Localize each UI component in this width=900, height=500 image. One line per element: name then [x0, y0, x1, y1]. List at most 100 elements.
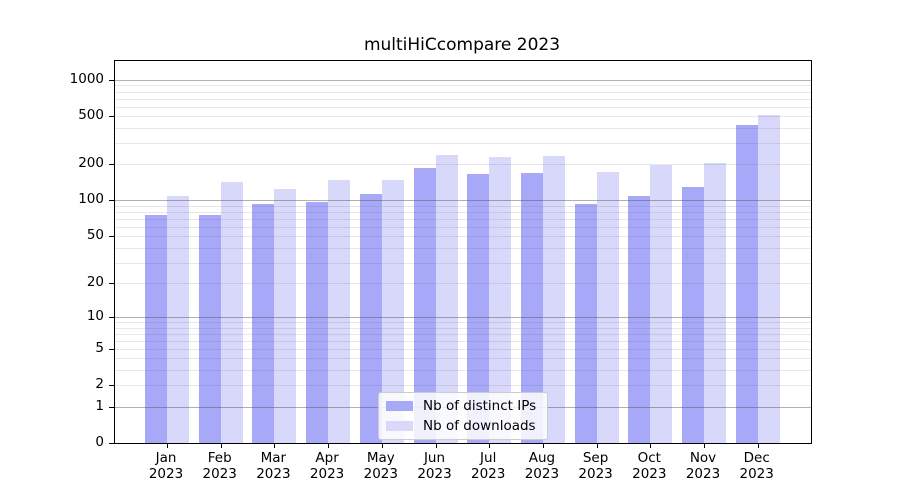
x-tick-label: Mar 2023: [238, 450, 308, 482]
x-tick: [220, 444, 222, 448]
x-tick-label: Jul 2023: [453, 450, 523, 482]
bar-downloads: [328, 179, 351, 443]
x-tick-label: Nov 2023: [668, 450, 738, 482]
bar-distinct-ips: [467, 174, 490, 443]
gridline-major: [115, 200, 811, 202]
gridline-minor: [115, 212, 811, 214]
bar-downloads: [489, 157, 512, 443]
gridline-minor: [115, 247, 811, 249]
gridline-minor: [115, 385, 811, 387]
gridline-minor: [115, 262, 811, 264]
y-tick-label: 20: [86, 274, 104, 290]
x-tick: [704, 444, 705, 448]
gridline-minor: [115, 98, 811, 100]
y-tick-label: 10: [86, 307, 104, 324]
gridline-minor: [115, 128, 811, 130]
gridline-minor: [115, 327, 811, 329]
x-tick-label: Dec 2023: [722, 450, 792, 482]
gridline-minor: [115, 106, 811, 108]
x-tick: [435, 444, 437, 448]
x-tick-month: Oct: [637, 450, 661, 466]
x-tick-year: 2023: [148, 466, 184, 482]
y-tick: [109, 164, 114, 166]
bar-distinct-ips: [682, 187, 704, 443]
x-tick-label: Jun 2023: [400, 450, 470, 482]
legend-label-distinct-ips: Nb of distinct IPs: [423, 398, 537, 414]
bar-distinct-ips: [252, 204, 275, 443]
bar-distinct-ips: [574, 203, 597, 443]
y-tick: [109, 116, 114, 118]
x-tick-label: May 2023: [346, 450, 416, 482]
gridline-minor: [115, 164, 811, 166]
bar-downloads: [542, 156, 565, 443]
legend: Nb of distinct IPs Nb of downloads: [378, 392, 548, 440]
bar-distinct-ips: [145, 215, 167, 443]
gridline-minor: [115, 226, 811, 228]
x-tick-year: 2023: [632, 466, 667, 482]
x-tick-label: Apr 2023: [292, 450, 362, 482]
gridline-minor: [115, 322, 811, 323]
chart-title: multiHiCcompare 2023: [363, 35, 561, 55]
bar-downloads: [274, 189, 297, 443]
legend-label-downloads: Nb of downloads: [423, 418, 536, 434]
gridline-minor: [115, 218, 811, 220]
x-tick-label: Aug 2023: [507, 450, 577, 482]
y-tick: [109, 79, 114, 81]
x-tick-month: Aug: [528, 450, 556, 466]
gridline-minor: [115, 340, 811, 342]
bar-distinct-ips: [520, 173, 543, 443]
x-tick: [757, 444, 759, 448]
x-tick-year: 2023: [417, 466, 452, 482]
bar-distinct-ips: [735, 124, 758, 443]
y-tick-label: 2: [95, 376, 104, 393]
gridline-minor: [115, 236, 811, 238]
x-tick: [381, 444, 383, 448]
x-tick-month: Apr: [315, 450, 339, 466]
x-tick-month: Dec: [743, 450, 770, 466]
x-tick-year: 2023: [739, 466, 774, 482]
y-tick-label: 1000: [69, 70, 104, 87]
bar-distinct-ips: [359, 194, 382, 443]
bar-downloads: [381, 180, 404, 443]
y-tick: [109, 385, 114, 387]
bar-downloads: [704, 162, 726, 443]
x-tick-month: May: [366, 450, 395, 466]
bar-distinct-ips: [198, 214, 221, 443]
x-tick-month: Mar: [260, 450, 287, 466]
x-tick-year: 2023: [524, 466, 560, 482]
x-tick: [542, 444, 544, 448]
bar-downloads: [220, 182, 243, 443]
bar-downloads: [596, 171, 619, 443]
bar-distinct-ips: [306, 202, 329, 443]
x-tick-month: Jul: [480, 450, 497, 466]
y-tick-label: 1: [95, 397, 104, 414]
legend-swatch-downloads: [386, 421, 413, 431]
x-tick-year: 2023: [471, 466, 506, 482]
x-tick-year: 2023: [256, 466, 291, 482]
x-tick: [489, 444, 491, 448]
x-tick-label: Jan 2023: [131, 450, 201, 482]
x-tick-year: 2023: [309, 466, 345, 482]
gridline-major: [115, 316, 811, 318]
gridline-minor: [115, 283, 811, 284]
x-tick: [650, 444, 652, 448]
gridline-minor: [115, 91, 811, 93]
x-tick-month: Jan: [155, 450, 177, 466]
gridline-minor: [115, 348, 811, 350]
x-tick: [167, 444, 168, 448]
bar-downloads: [650, 164, 673, 443]
y-tick: [109, 200, 114, 202]
legend-item-distinct-ips: Nb of distinct IPs: [386, 398, 540, 414]
gridline-minor: [115, 116, 811, 118]
gridline-minor: [115, 85, 811, 87]
x-tick: [596, 444, 598, 448]
bar-downloads: [167, 196, 189, 443]
bar-downloads: [757, 115, 780, 443]
gridline-major: [115, 79, 811, 81]
y-tick-label: 100: [78, 191, 104, 208]
plot-area: [109, 60, 812, 448]
y-tick: [109, 283, 114, 284]
y-tick: [109, 443, 114, 444]
y-tick-label: 200: [78, 155, 104, 172]
gridline-minor: [115, 333, 811, 335]
